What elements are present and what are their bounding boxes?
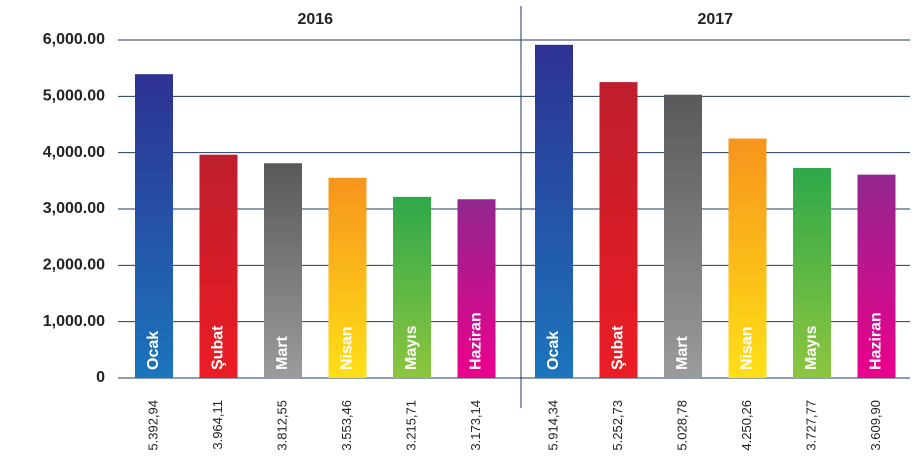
value-label: 4.250,26 bbox=[739, 400, 754, 451]
value-label: 5.252,73 bbox=[610, 400, 625, 451]
bar bbox=[199, 154, 238, 378]
bar bbox=[393, 196, 431, 378]
bar-category-label: Nisan bbox=[339, 326, 356, 370]
bar bbox=[535, 44, 573, 379]
value-label: 5.914,34 bbox=[545, 400, 560, 451]
bar bbox=[264, 163, 302, 378]
bar-category-label: Mayıs bbox=[403, 325, 420, 370]
value-label: 3.964,11 bbox=[210, 400, 225, 450]
bar-category-label: Haziran bbox=[468, 312, 485, 370]
value-label: 3.173,14 bbox=[468, 400, 483, 451]
bar-category-label: Şubat bbox=[610, 325, 627, 370]
bar bbox=[135, 74, 173, 378]
value-label: 3.727,77 bbox=[803, 400, 818, 451]
bar-category-label: Ocak bbox=[145, 331, 162, 370]
bar bbox=[728, 138, 767, 378]
y-tick-label: 6,000.00 bbox=[43, 31, 105, 48]
value-label: 3.609,90 bbox=[868, 400, 883, 451]
bar-category-label: Ocak bbox=[545, 331, 562, 370]
group-label: 2016 bbox=[297, 11, 333, 28]
bar-category-label: Nisan bbox=[739, 326, 756, 370]
bar bbox=[328, 177, 367, 378]
bar-category-label: Şubat bbox=[210, 325, 227, 370]
group-label: 2017 bbox=[697, 11, 733, 28]
bar-category-label: Haziran bbox=[868, 312, 885, 370]
y-tick-label: 3,000.00 bbox=[43, 200, 105, 217]
value-label: 3.215,71 bbox=[403, 400, 418, 451]
value-label: 3.553,46 bbox=[339, 400, 354, 451]
bar bbox=[457, 199, 496, 378]
y-tick-label: 2,000.00 bbox=[43, 257, 105, 274]
value-label: 5.392,94 bbox=[145, 400, 160, 451]
y-tick-label: 4,000.00 bbox=[43, 144, 105, 161]
bar-category-label: Mart bbox=[674, 336, 691, 370]
value-label: 3.812,55 bbox=[274, 400, 289, 451]
y-tick-label: 1,000.00 bbox=[43, 313, 105, 330]
bar bbox=[857, 174, 896, 378]
y-tick-label: 5,000.00 bbox=[43, 88, 105, 105]
bar-category-label: Mayıs bbox=[803, 325, 820, 370]
bar bbox=[664, 94, 702, 378]
bar bbox=[599, 82, 638, 379]
value-label: 5.028,78 bbox=[674, 400, 689, 451]
bar-category-label: Mart bbox=[274, 336, 291, 370]
y-tick-label: 0 bbox=[96, 369, 105, 386]
bar bbox=[793, 168, 831, 378]
